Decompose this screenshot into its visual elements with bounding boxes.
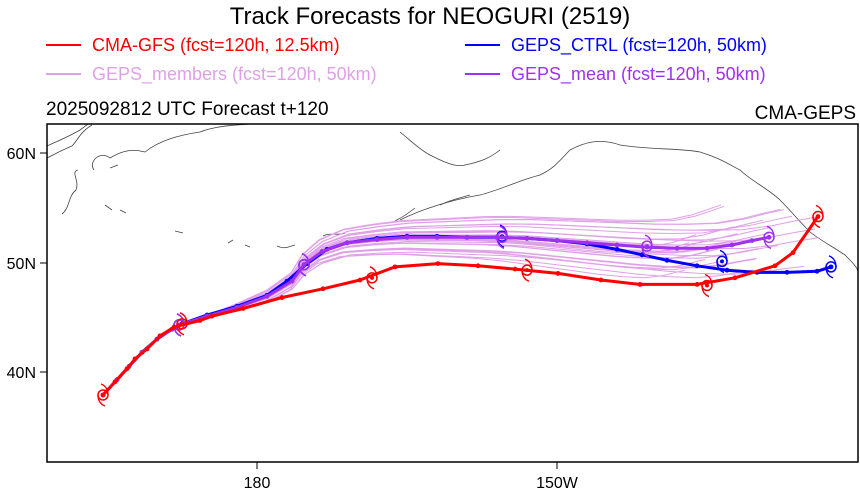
geps-ctrl-track-point	[694, 263, 700, 269]
geps-mean-track-point	[749, 238, 755, 244]
geps-mean-track-point	[404, 234, 410, 240]
cyclone-symbol-icon	[716, 249, 728, 274]
cyclone-symbol-icon	[496, 225, 508, 249]
geps-member-track	[102, 239, 690, 396]
cyclone-symbol-icon	[97, 383, 109, 407]
cma-gfs-track-point	[512, 266, 518, 272]
y-tick-label-40n: 40N	[7, 365, 36, 382]
cyclone-symbol-icon	[812, 204, 824, 229]
cyclone-symbol-icon	[298, 253, 310, 277]
cyclone-symbol-icon	[825, 255, 837, 279]
cma-gfs-track-point	[209, 313, 215, 319]
x-tick-label-150w: 150W	[536, 475, 579, 491]
legend-label-cma-gfs: CMA-GFS (fcst=120h, 12.5km)	[92, 35, 340, 55]
geps-member-track	[102, 205, 725, 396]
cyclone-symbol-icon	[366, 266, 378, 290]
coastline-kamchatka	[47, 124, 251, 215]
cma-gfs-track-point	[732, 275, 738, 281]
cyclone-symbol-icon	[701, 273, 713, 298]
geps-mean-track-point	[434, 234, 440, 240]
cma-gfs-track-point	[112, 379, 118, 385]
cma-gfs-track-point	[772, 263, 778, 269]
cma-gfs-track-point	[357, 277, 363, 283]
geps-member-track	[102, 216, 819, 396]
cma-gfs-track-point	[124, 366, 130, 372]
coastline-alaska	[399, 140, 858, 273]
geps-member-track	[102, 253, 754, 396]
cma-gfs-track-point	[197, 318, 203, 323]
plot-frame	[46, 123, 859, 463]
geps-ctrl-track-point	[639, 252, 645, 258]
geps-ctrl-track-point	[724, 267, 730, 273]
cma-gfs-track-point	[320, 286, 326, 292]
forecast-time-label: 2025092812 UTC Forecast t+120	[46, 99, 329, 120]
geps-mean-track-point	[264, 294, 270, 299]
geps-mean-track-point	[344, 240, 350, 246]
cma-gfs-track-point	[598, 277, 604, 283]
legend: CMA-GFS (fcst=120h, 12.5km) GEPS_CTRL (f…	[46, 35, 767, 85]
tracks-layer	[97, 204, 837, 407]
geps-mean-track-point	[524, 236, 530, 241]
cyclone-symbol-icon	[641, 234, 653, 258]
geps-mean-track-point	[729, 242, 735, 248]
geps-mean-track-point	[319, 249, 325, 254]
y-tick-label-50n: 50N	[7, 256, 36, 273]
cyclone-symbol-icon	[521, 258, 533, 282]
geps-mean-track-point	[554, 238, 560, 244]
geps-ctrl-track-point	[814, 268, 820, 274]
geps-mean-track-point	[289, 278, 295, 284]
geps-mean-track-point	[674, 245, 680, 251]
geps-ctrl-track-point	[614, 246, 620, 252]
cma-gfs-track-point	[171, 324, 177, 330]
cma-gfs-track-point	[240, 306, 246, 311]
cma-gfs-track-point	[694, 282, 700, 287]
coastline-alaska-north	[399, 131, 501, 167]
cma-gfs-track-point	[157, 333, 163, 339]
cma-gfs-track-point	[555, 271, 561, 276]
geps-ctrl-track-point	[784, 269, 790, 275]
chart-title: Track Forecasts for NEOGURI (2519)	[230, 3, 631, 30]
cma-gfs-track-point	[144, 346, 150, 352]
legend-label-geps-mean: GEPS_mean (fcst=120h, 50km)	[511, 64, 766, 85]
model-name-label: CMA-GEPS	[755, 103, 856, 124]
geps-mean-track-point	[464, 234, 470, 240]
geps-mean-track-point	[374, 237, 380, 242]
cma-gfs-track-point	[279, 295, 285, 300]
geps-mean-track-point	[614, 242, 620, 248]
legend-label-geps-members: GEPS_members (fcst=120h, 50km)	[92, 64, 377, 85]
geps-member-track	[102, 234, 697, 396]
geps-mean-track-point	[584, 240, 590, 246]
cma-gfs-track-point	[132, 356, 138, 362]
cyclone-symbol-icon	[763, 225, 775, 249]
cma-gfs-track-point	[637, 282, 643, 287]
cma-gfs-track-point	[790, 250, 796, 256]
cyclone-symbol-icon	[176, 312, 188, 336]
legend-label-geps-ctrl: GEPS_CTRL (fcst=120h, 50km)	[511, 35, 767, 56]
geps-mean-track-point	[704, 245, 710, 251]
coastlines	[47, 124, 858, 273]
x-tick-label-180: 180	[244, 475, 271, 491]
axes: 60N 50N 40N 180 150W	[7, 146, 579, 491]
cma-gfs-track-point	[392, 264, 398, 270]
cma-gfs-track-point	[435, 261, 441, 266]
cma-gfs-track-point	[475, 263, 481, 269]
y-tick-label-60n: 60N	[7, 146, 36, 163]
geps-member-track	[102, 251, 805, 396]
cma-gfs-track-line	[101, 215, 820, 397]
geps-ctrl-track-point	[664, 257, 670, 263]
